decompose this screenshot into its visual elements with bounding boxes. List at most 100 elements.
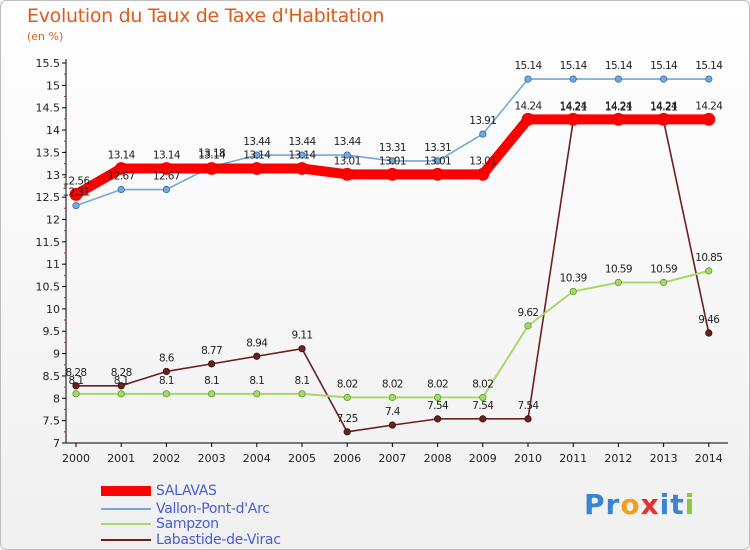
data-label-vallon-pont-d-arc: 15.14 [695, 60, 723, 72]
data-point-vallon-pont-d-arc [162, 185, 170, 194]
data-label-labastide-de-virac: 14.21 [605, 102, 632, 114]
data-label-salavas: 13.14 [153, 150, 181, 162]
x-tick-label: 2005 [288, 452, 316, 465]
data-label-salavas: 13.01 [334, 155, 361, 167]
data-point-salavas [69, 188, 83, 201]
data-point-labastide-de-virac [72, 382, 80, 390]
data-point-salavas [566, 112, 580, 126]
y-tick-label: 7 [53, 437, 60, 450]
data-label-labastide-de-virac: 8.77 [201, 345, 222, 357]
data-point-sampzon [388, 393, 396, 401]
legend-swatch-vallon-pont-d-arc [101, 508, 151, 510]
data-label-vallon-pont-d-arc: 12.31 [62, 187, 89, 199]
data-label-sampzon: 10.39 [560, 272, 587, 284]
data-label-salavas: 13.01 [424, 155, 451, 167]
data-point-salavas [612, 112, 625, 126]
data-label-sampzon: 8.1 [69, 375, 84, 387]
data-point-vallon-pont-d-arc [433, 157, 442, 165]
y-tick-label: 7.5 [43, 415, 61, 428]
logo-letter: t [670, 488, 685, 521]
data-label-sampzon: 8.1 [295, 375, 310, 387]
data-label-sampzon: 8.1 [249, 375, 264, 387]
data-label-salavas: 12.56 [62, 175, 90, 187]
data-point-sampzon [298, 390, 306, 398]
data-label-vallon-pont-d-arc: 12.67 [108, 171, 135, 183]
y-tick-label: 14 [46, 124, 60, 137]
data-label-vallon-pont-d-arc: 15.14 [650, 60, 678, 72]
x-tick-label: 2000 [62, 452, 90, 465]
x-tick-label: 2004 [243, 452, 271, 465]
data-label-labastide-de-virac: 9.46 [698, 314, 720, 326]
data-point-salavas [521, 112, 535, 126]
axes: 7 7.5 8 8.5 9 9.5 10 10.5 11 11.5 12 12.5 13 13.5 14 14… [36, 57, 728, 465]
data-point-sampzon [208, 390, 216, 398]
data-label-vallon-pont-d-arc: 15.14 [560, 60, 588, 72]
data-point-vallon-pont-d-arc [614, 75, 623, 83]
y-tick-label: 8 [53, 392, 60, 405]
logo-letter: o [620, 488, 641, 521]
data-label-sampzon: 10.59 [605, 264, 632, 276]
data-label-labastide-de-virac: 8.28 [66, 367, 87, 379]
x-tick-label: 2014 [695, 452, 723, 465]
data-point-vallon-pont-d-arc [253, 151, 261, 159]
data-label-salavas: 14.24 [695, 100, 723, 112]
x-tick-label: 2002 [152, 452, 180, 465]
data-label-vallon-pont-d-arc: 13.44 [288, 136, 316, 148]
data-label-vallon-pont-d-arc: 12.67 [153, 171, 180, 183]
data-point-salavas [250, 162, 264, 175]
data-point-sampzon [72, 390, 80, 398]
data-label-vallon-pont-d-arc: 13.44 [334, 136, 362, 148]
data-point-salavas [657, 112, 670, 126]
data-point-salavas [205, 162, 219, 175]
data-point-salavas [702, 112, 716, 126]
data-label-salavas: 13.14 [198, 150, 226, 162]
data-point-labastide-de-virac [343, 428, 351, 436]
data-point-vallon-pont-d-arc [388, 157, 396, 165]
data-point-sampzon [659, 278, 668, 287]
data-label-labastide-de-virac: 7.54 [427, 400, 449, 412]
data-point-sampzon [479, 393, 487, 401]
data-label-salavas: 14.24 [560, 100, 588, 112]
data-label-labastide-de-virac: 9.11 [292, 330, 313, 342]
data-point-sampzon [433, 393, 442, 401]
y-tick-label: 14.5 [36, 102, 61, 115]
proxiti-logo: Proxiti [584, 488, 695, 521]
data-point-labastide-de-virac [524, 415, 532, 423]
y-tick-label: 9.5 [43, 325, 61, 338]
data-point-vallon-pont-d-arc [705, 75, 713, 83]
logo-letter: P [584, 488, 606, 521]
data-label-salavas: 14.24 [650, 100, 678, 112]
data-label-labastide-de-virac: 7.4 [385, 406, 401, 418]
data-point-salavas [295, 162, 309, 175]
logo-letter: x [640, 488, 660, 521]
data-label-salavas: 13.01 [469, 155, 496, 167]
data-label-salavas: 14.24 [514, 100, 542, 112]
data-point-vallon-pont-d-arc [479, 130, 487, 138]
data-label-labastide-de-virac: 8.28 [111, 367, 132, 379]
data-label-sampzon: 8.1 [204, 375, 219, 387]
legend-label-labastide-de-virac: Labastide-de-Virac [156, 532, 281, 548]
data-point-sampzon [614, 278, 623, 287]
data-point-vallon-pont-d-arc [524, 75, 532, 83]
logo-letter: i [684, 488, 696, 521]
data-label-sampzon: 10.59 [650, 264, 677, 276]
data-point-labastide-de-virac [208, 360, 216, 368]
data-point-labastide-de-virac [705, 329, 713, 337]
y-tick-label: 15 [46, 79, 60, 92]
data-label-sampzon: 8.1 [114, 375, 129, 387]
data-label-salavas: 14.24 [605, 100, 633, 112]
data-point-labastide-de-virac [162, 367, 170, 376]
data-label-vallon-pont-d-arc: 15.14 [514, 60, 542, 72]
legend-swatch-sampzon [101, 523, 151, 525]
data-label-salavas: 13.14 [243, 150, 271, 162]
legend-swatch-salavas [101, 486, 151, 496]
data-label-sampzon: 8.02 [382, 378, 403, 390]
data-point-salavas [476, 167, 490, 181]
data-label-vallon-pont-d-arc: 13.18 [198, 148, 225, 160]
data-point-vallon-pont-d-arc [298, 151, 306, 159]
data-point-salavas [340, 167, 354, 181]
x-tick-label: 2013 [650, 452, 678, 465]
y-tick-label: 8.5 [43, 370, 61, 383]
